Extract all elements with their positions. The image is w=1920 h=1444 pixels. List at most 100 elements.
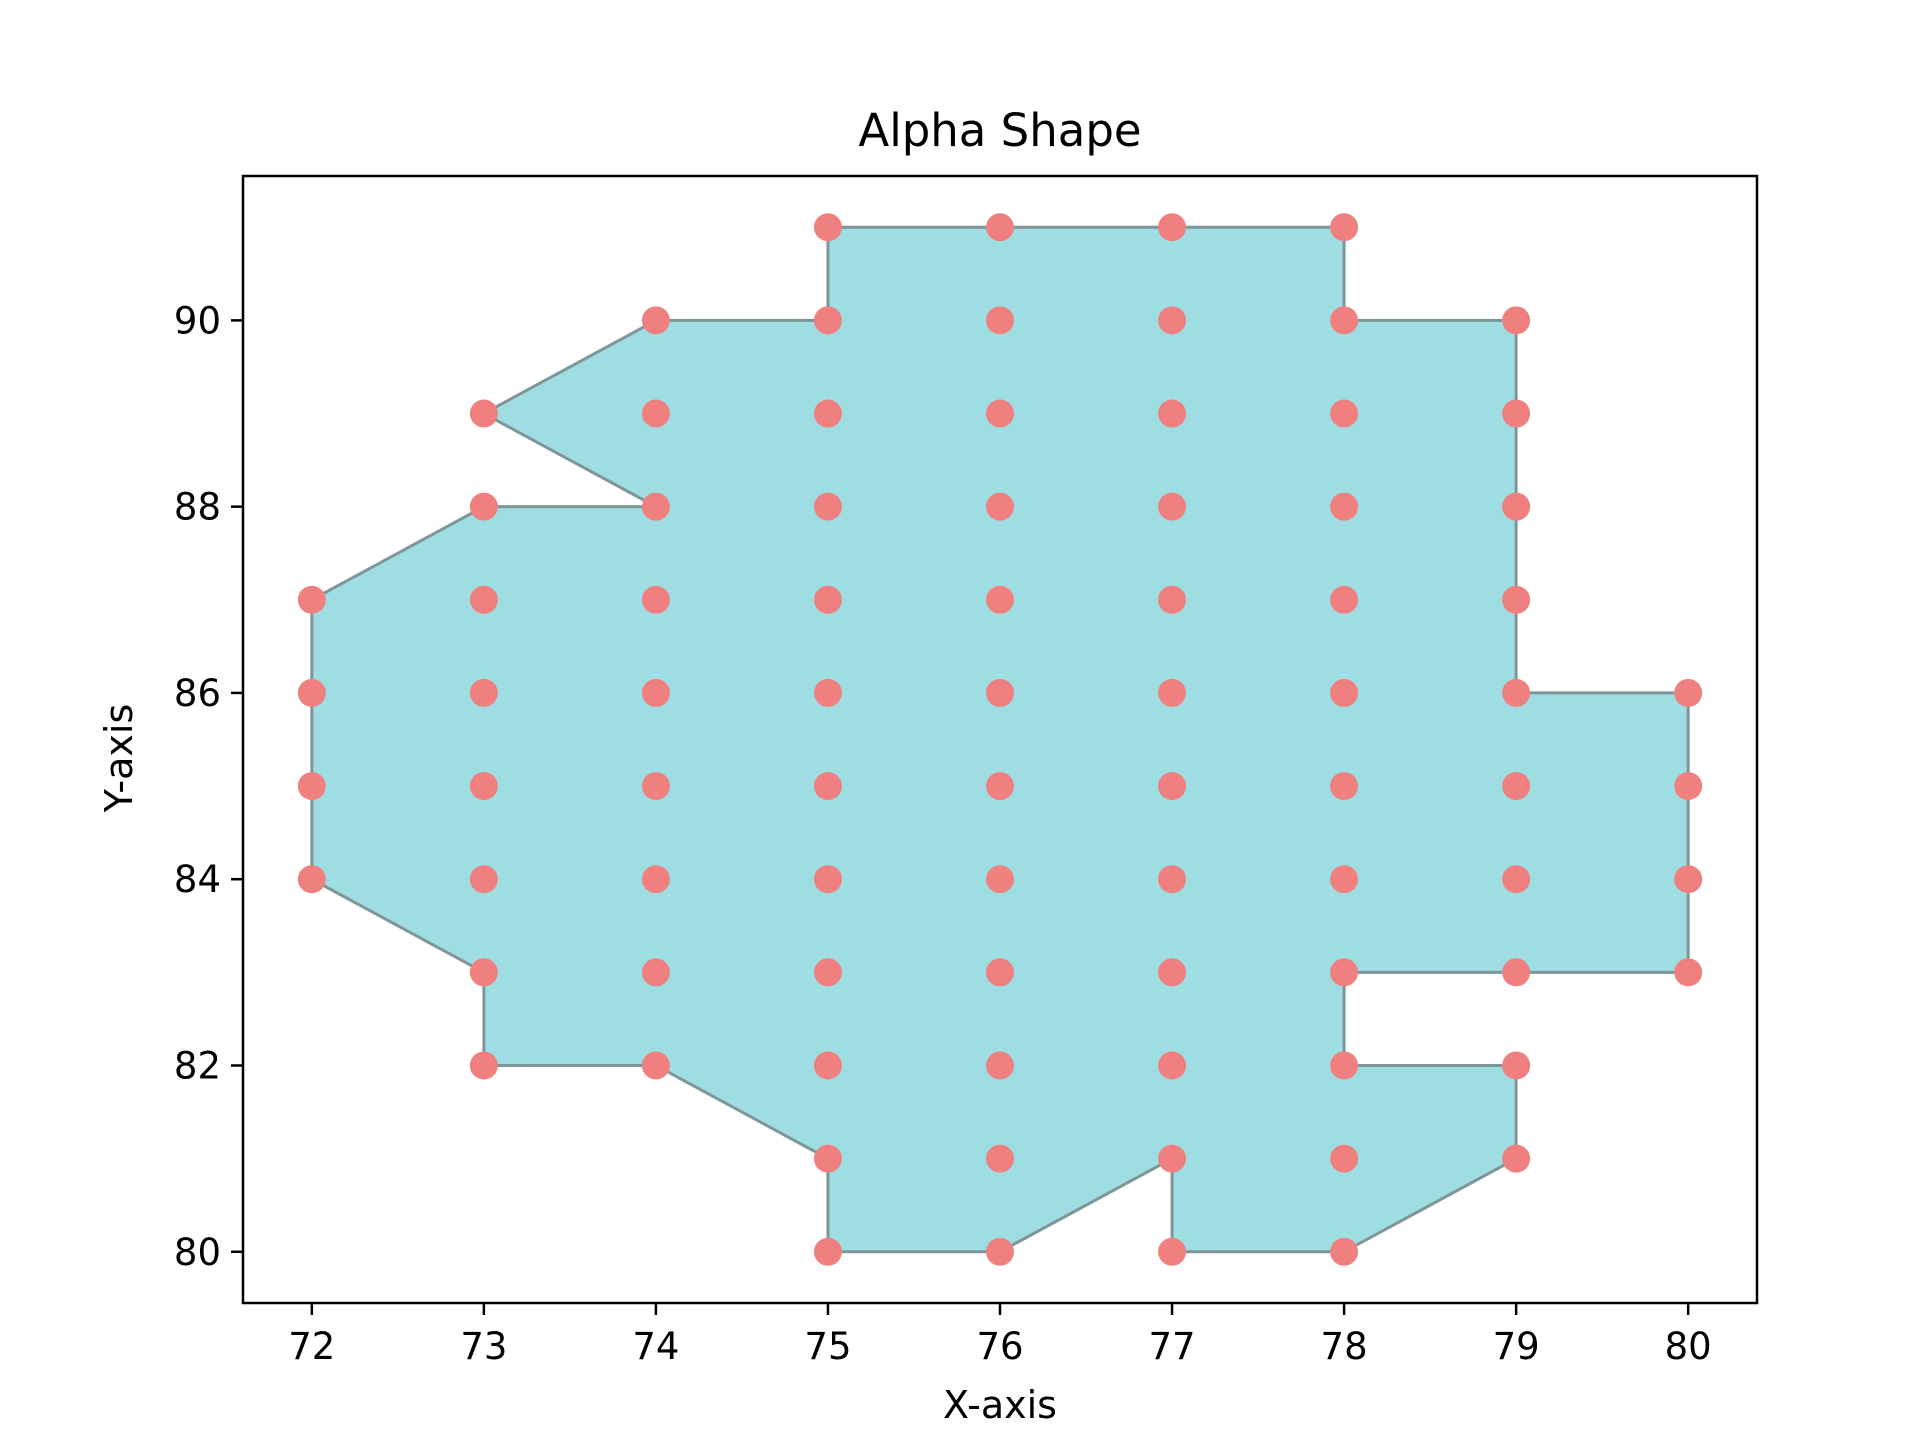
data-point	[641, 1051, 670, 1080]
data-point	[813, 1051, 842, 1080]
data-point	[297, 678, 326, 707]
data-point	[1158, 958, 1187, 987]
data-point	[1674, 865, 1703, 894]
x-tick-label: 78	[1321, 1325, 1368, 1368]
data-point	[641, 399, 670, 428]
data-point	[469, 585, 498, 614]
data-point	[1330, 1144, 1359, 1173]
data-point	[813, 213, 842, 242]
data-point	[1330, 1051, 1359, 1080]
data-point	[469, 958, 498, 987]
data-point	[1158, 213, 1187, 242]
data-point	[469, 772, 498, 801]
data-point	[1502, 492, 1531, 521]
data-point	[1330, 678, 1359, 707]
data-point	[813, 772, 842, 801]
data-point	[1502, 1051, 1531, 1080]
data-point	[1674, 772, 1703, 801]
data-point	[813, 585, 842, 614]
data-point	[813, 306, 842, 335]
data-point	[1158, 306, 1187, 335]
x-tick-label: 74	[632, 1325, 679, 1368]
y-tick-label: 88	[174, 486, 221, 529]
x-tick-label: 80	[1665, 1325, 1712, 1368]
data-point	[1158, 678, 1187, 707]
data-point	[1502, 772, 1531, 801]
chart-title: Alpha Shape	[858, 104, 1141, 157]
data-point	[1158, 865, 1187, 894]
data-point	[1502, 1144, 1531, 1173]
data-point	[469, 678, 498, 707]
data-point	[297, 585, 326, 614]
x-tick-label: 72	[288, 1325, 335, 1368]
data-point	[1158, 1144, 1187, 1173]
data-point	[1330, 865, 1359, 894]
data-point	[1158, 1051, 1187, 1080]
data-point	[986, 1237, 1014, 1266]
data-point	[813, 399, 842, 428]
data-point	[1502, 865, 1531, 894]
data-point	[1158, 585, 1187, 614]
x-tick-label: 77	[1148, 1325, 1195, 1368]
data-point	[641, 865, 670, 894]
labels: Alpha Shape X-axis Y-axis	[97, 104, 1142, 1427]
y-tick-label: 82	[174, 1044, 221, 1087]
y-tick-label: 90	[174, 299, 221, 342]
data-point	[297, 865, 326, 894]
data-point	[986, 399, 1014, 428]
data-point	[1330, 399, 1359, 428]
data-point	[986, 585, 1014, 614]
y-tick-label: 86	[174, 672, 221, 715]
plot-area	[297, 213, 1703, 1266]
data-point	[1502, 585, 1531, 614]
x-axis-label: X-axis	[943, 1383, 1057, 1427]
data-point	[813, 1144, 842, 1173]
data-point	[1158, 772, 1187, 801]
data-point	[986, 492, 1014, 521]
y-axis-label: Y-axis	[97, 704, 141, 814]
y-tick-label: 84	[174, 858, 221, 901]
data-point	[1158, 1237, 1187, 1266]
x-tick-label: 73	[460, 1325, 507, 1368]
data-point	[1158, 399, 1187, 428]
data-point	[813, 958, 842, 987]
data-point	[1330, 492, 1359, 521]
x-tick-label: 75	[804, 1325, 851, 1368]
data-point	[641, 492, 670, 521]
data-point	[986, 772, 1014, 801]
data-point	[1502, 399, 1531, 428]
data-point	[986, 1051, 1014, 1080]
data-point	[641, 306, 670, 335]
axes: 72 73 74 75 76 77 78 79 80 80 82 84 86 88 90	[174, 174, 1759, 1368]
data-point	[1330, 772, 1359, 801]
data-point	[1330, 213, 1359, 242]
data-point	[813, 678, 842, 707]
data-point	[469, 399, 498, 428]
data-point	[1502, 958, 1531, 987]
x-tick-label: 79	[1493, 1325, 1540, 1368]
data-point	[986, 958, 1014, 987]
data-point	[469, 865, 498, 894]
data-point	[813, 865, 842, 894]
data-point	[986, 306, 1014, 335]
data-point	[986, 678, 1014, 707]
data-point	[813, 1237, 842, 1266]
data-point	[641, 958, 670, 987]
data-point	[986, 213, 1014, 242]
alpha-shape-polygon	[310, 225, 1690, 1254]
data-point	[1674, 958, 1703, 987]
data-point	[641, 772, 670, 801]
data-point	[1330, 1237, 1359, 1266]
data-point	[641, 585, 670, 614]
data-point	[1330, 958, 1359, 987]
data-point	[469, 1051, 498, 1080]
data-point	[986, 865, 1014, 894]
data-point	[1158, 492, 1187, 521]
data-point	[1330, 585, 1359, 614]
y-tick-label: 80	[174, 1231, 221, 1274]
data-point	[297, 772, 326, 801]
data-point	[1502, 678, 1531, 707]
data-point	[1330, 306, 1359, 335]
